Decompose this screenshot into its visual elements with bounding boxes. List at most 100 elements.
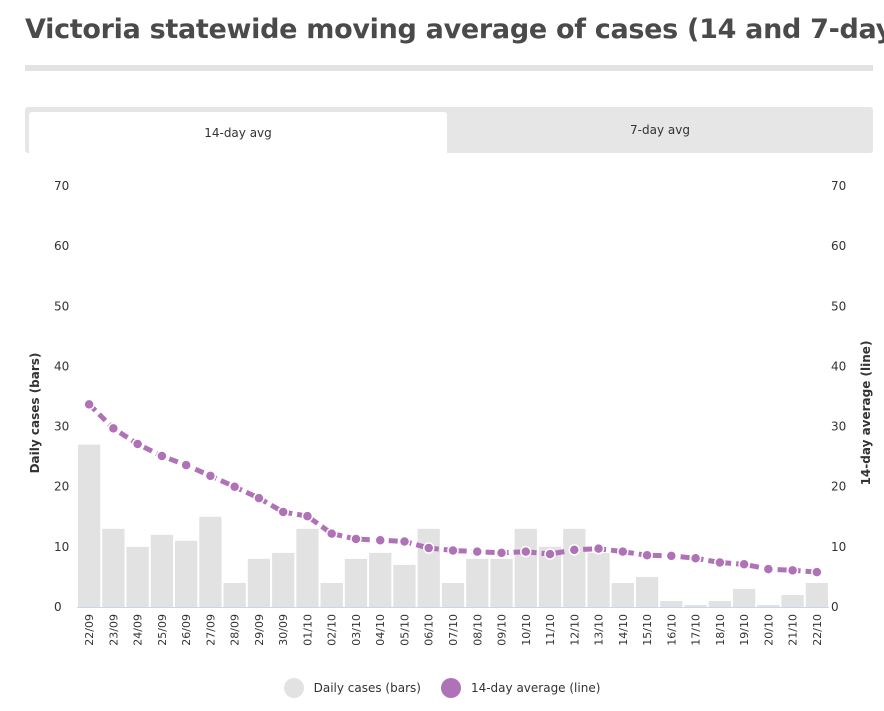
chart-title: Victoria statewide moving average of cas… <box>25 14 884 45</box>
x-tick-label: 13/10 <box>593 614 606 646</box>
bar-daily-cases <box>369 552 392 607</box>
x-tick-label: 15/10 <box>641 614 654 646</box>
x-tick-label: 02/10 <box>326 614 339 646</box>
line-point-14-day-average <box>180 459 192 471</box>
line-point-14-day-average <box>689 552 702 565</box>
tab-14-day-avg[interactable]: 14-day avg <box>29 112 447 153</box>
x-tick-label: 11/10 <box>544 614 557 646</box>
line-point-14-day-average <box>228 480 241 493</box>
bar-daily-cases <box>635 576 659 607</box>
y-right-tick-label: 10 <box>831 540 846 554</box>
line-point-14-day-average <box>131 438 144 450</box>
bar-daily-cases <box>587 552 610 607</box>
x-tick-label: 17/10 <box>690 614 703 646</box>
bar-daily-cases <box>441 582 465 607</box>
line-point-14-day-average <box>374 534 386 546</box>
tab-bar: 14-day avg 7-day avg <box>25 107 873 153</box>
bar-daily-cases <box>732 588 756 607</box>
title-divider <box>25 65 873 71</box>
bar-daily-cases <box>344 558 368 607</box>
legend-item-daily-cases[interactable]: Daily cases (bars) <box>283 678 421 698</box>
x-tick-label: 25/09 <box>156 614 169 646</box>
bar-daily-cases <box>538 546 562 607</box>
line-point-14-day-average <box>544 548 556 560</box>
y-right-tick-label: 40 <box>831 359 846 373</box>
x-tick-label: 07/10 <box>447 614 460 646</box>
bar-daily-cases <box>684 605 707 607</box>
x-tick-label: 09/10 <box>496 614 509 646</box>
bar-daily-cases <box>805 582 828 607</box>
line-point-14-day-average <box>471 545 484 558</box>
y-left-tick-label: 20 <box>54 480 69 494</box>
x-tick-label: 22/09 <box>83 614 96 646</box>
bar-daily-cases <box>393 564 416 607</box>
x-tick-label: 18/10 <box>714 614 727 646</box>
x-tick-label: 01/10 <box>301 614 314 646</box>
legend-label-daily-cases: Daily cases (bars) <box>313 681 421 695</box>
y-left-tick-label: 10 <box>54 540 69 554</box>
line-point-14-day-average <box>714 556 726 569</box>
bar-daily-cases <box>708 600 731 607</box>
bar-daily-cases <box>102 528 125 607</box>
bar-daily-cases <box>78 444 101 607</box>
legend-label-14-day-average: 14-day average (line) <box>470 681 601 695</box>
line-point-14-day-average <box>325 527 338 540</box>
line-point-14-day-average <box>156 450 168 462</box>
x-tick-label: 12/10 <box>568 614 581 646</box>
bar-daily-cases <box>272 552 295 607</box>
line-point-14-day-average <box>762 563 775 575</box>
x-tick-label: 08/10 <box>471 614 484 646</box>
y-right-tick-label: 60 <box>831 239 846 253</box>
y-right-tick-label: 0 <box>831 600 839 614</box>
y-right-tick-label: 50 <box>831 299 846 313</box>
bar-daily-cases <box>247 558 271 607</box>
x-tick-label: 19/10 <box>738 614 751 646</box>
line-point-14-day-average <box>738 558 750 571</box>
y-right-tick-label: 70 <box>831 179 846 193</box>
legend-item-14-day-average[interactable]: 14-day average (line) <box>440 678 601 698</box>
bar-daily-cases <box>563 528 586 607</box>
legend-swatch-line <box>440 678 461 698</box>
x-tick-label: 26/09 <box>180 614 193 646</box>
chart-plot-area: 0 10 20 30 40 50 60 70 0 10 20 30 40 50 60 70 Daily case… <box>28 179 873 646</box>
bar-daily-cases <box>490 558 513 607</box>
line-point-14-day-average <box>422 542 435 554</box>
y-left-tick-label: 50 <box>54 299 69 313</box>
y-left-tick-label: 60 <box>54 239 69 253</box>
line-point-14-day-average <box>398 535 411 548</box>
line-point-14-day-average <box>520 545 532 558</box>
line-point-14-day-average <box>301 510 314 522</box>
x-tick-label: 06/10 <box>423 614 436 646</box>
y-left-tick-label: 30 <box>54 420 69 434</box>
line-point-14-day-average <box>811 566 823 578</box>
x-tick-label: 14/10 <box>617 614 630 646</box>
line-point-14-day-average <box>665 550 678 562</box>
x-tick-label: 30/09 <box>277 614 290 646</box>
line-point-14-day-average <box>641 549 653 562</box>
x-tick-label: 04/10 <box>374 614 387 646</box>
x-tick-label: 23/09 <box>107 614 120 646</box>
line-point-14-day-average <box>495 547 508 559</box>
line-point-14-day-average <box>253 492 265 504</box>
bar-daily-cases <box>466 558 489 607</box>
line-point-14-day-average <box>592 542 605 555</box>
x-tick-label: 16/10 <box>665 614 678 646</box>
line-point-14-day-average <box>107 422 120 435</box>
line-point-14-day-average <box>447 544 459 557</box>
bar-daily-cases <box>660 600 683 607</box>
bar-daily-cases <box>126 546 149 607</box>
bar-daily-cases <box>175 540 198 607</box>
y-left-tick-label: 40 <box>54 359 69 373</box>
y-right-tick-label: 20 <box>831 480 846 494</box>
line-point-14-day-average <box>277 506 289 518</box>
line-point-14-day-average <box>350 533 362 545</box>
x-tick-label: 21/10 <box>787 614 800 646</box>
x-tick-label: 20/10 <box>762 614 775 646</box>
bar-daily-cases <box>514 528 537 607</box>
x-tick-label: 03/10 <box>350 614 363 646</box>
x-tick-label: 10/10 <box>520 614 533 646</box>
bar-daily-cases <box>611 582 634 607</box>
x-tick-label: 22/10 <box>811 614 824 646</box>
tab-7-day-avg[interactable]: 7-day avg <box>447 107 873 153</box>
y-right-axis-title: 14-day average (line) <box>859 341 873 486</box>
